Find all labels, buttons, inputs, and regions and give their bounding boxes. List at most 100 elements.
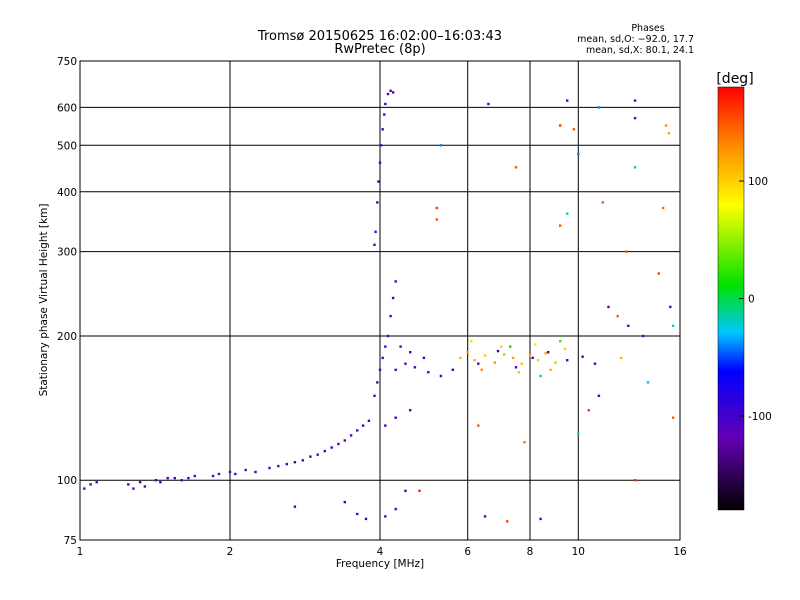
y-tick-label: 300	[57, 247, 77, 259]
data-point	[389, 314, 392, 318]
data-point	[384, 345, 387, 348]
data-point	[607, 305, 610, 309]
data-point	[661, 206, 665, 210]
colorbar-tick-label: 100	[748, 176, 768, 188]
y-tick-label: 200	[57, 331, 77, 343]
data-point	[384, 424, 387, 427]
data-point	[671, 416, 675, 419]
data-point	[514, 166, 518, 169]
data-point	[394, 507, 397, 511]
data-point	[577, 152, 580, 155]
data-point	[386, 334, 390, 338]
data-point	[593, 362, 597, 365]
data-point	[664, 124, 668, 127]
data-point	[301, 459, 304, 462]
data-point	[83, 487, 86, 490]
data-point	[470, 340, 473, 343]
data-point	[625, 250, 628, 253]
data-point	[409, 409, 412, 412]
x-tick-label: 10	[572, 546, 585, 558]
data-point	[277, 464, 280, 468]
data-point	[285, 462, 288, 466]
data-point	[143, 485, 147, 488]
data-point	[523, 441, 526, 444]
data-point	[422, 356, 426, 360]
data-point	[503, 353, 506, 356]
data-point	[427, 371, 430, 374]
data-point	[566, 99, 569, 102]
data-point	[154, 479, 158, 482]
data-point	[559, 340, 562, 343]
data-point	[451, 368, 454, 371]
data-point	[528, 354, 532, 357]
data-point	[597, 394, 601, 397]
y-tick-label: 400	[57, 187, 77, 199]
data-point	[132, 487, 135, 490]
x-axis-label: Frequency [MHz]	[336, 558, 424, 570]
data-point	[404, 489, 407, 492]
stats-heading: Phases	[631, 23, 664, 34]
data-point	[343, 500, 346, 504]
x-tick-labels: 1 2 4 6 8 10 16	[77, 546, 687, 558]
data-point	[581, 355, 584, 358]
data-point	[293, 505, 297, 508]
data-point	[316, 453, 319, 456]
colorbar-tick-label: -100	[748, 411, 772, 423]
data-point	[217, 472, 221, 476]
data-point	[244, 468, 247, 472]
data-point	[642, 334, 645, 338]
data-point	[536, 359, 540, 362]
data-point	[496, 349, 500, 353]
data-point	[378, 161, 382, 164]
x-tick-label: 16	[673, 546, 687, 558]
data-point	[386, 92, 390, 96]
data-point	[394, 416, 397, 419]
data-point	[657, 272, 660, 275]
grid-lines	[80, 61, 680, 540]
data-point	[127, 483, 130, 486]
data-point	[330, 446, 333, 449]
y-tick-label: 750	[57, 56, 77, 68]
data-point	[517, 371, 521, 374]
data-point	[572, 128, 576, 131]
data-point	[373, 243, 376, 246]
data-point	[376, 381, 379, 384]
chart-title: Tromsø 20150625 16:02:00–16:03:43	[257, 29, 502, 44]
data-point	[409, 351, 412, 354]
data-point	[374, 230, 377, 233]
data-point	[466, 351, 469, 354]
data-point	[459, 356, 462, 360]
data-point	[646, 381, 650, 384]
data-point	[559, 224, 562, 227]
data-point	[268, 466, 271, 470]
data-point	[389, 89, 392, 92]
y-tick-label: 600	[57, 102, 77, 114]
data-point	[577, 432, 580, 435]
data-point	[234, 472, 237, 476]
x-tick-label: 1	[77, 546, 84, 558]
data-points	[83, 89, 675, 523]
y-tick-label: 500	[57, 140, 77, 152]
colorbar-label: [deg]	[716, 71, 753, 87]
data-point	[166, 476, 169, 480]
data-point	[377, 180, 380, 183]
y-tick-label: 100	[57, 475, 77, 487]
data-point	[337, 442, 340, 446]
chart-subtitle: RwPretec (8p)	[334, 42, 425, 57]
data-point	[539, 374, 542, 378]
data-point	[601, 201, 604, 204]
data-point	[554, 361, 557, 364]
data-point	[356, 512, 359, 516]
data-point	[499, 345, 503, 348]
data-point	[480, 368, 483, 371]
x-tick-label: 2	[227, 546, 234, 558]
data-point	[364, 517, 368, 521]
data-point	[539, 517, 542, 521]
data-point	[487, 102, 490, 106]
data-point	[381, 128, 384, 131]
data-point	[173, 476, 176, 480]
data-point	[343, 439, 346, 442]
data-point	[473, 359, 476, 362]
data-point	[547, 351, 550, 354]
data-point	[633, 99, 637, 102]
